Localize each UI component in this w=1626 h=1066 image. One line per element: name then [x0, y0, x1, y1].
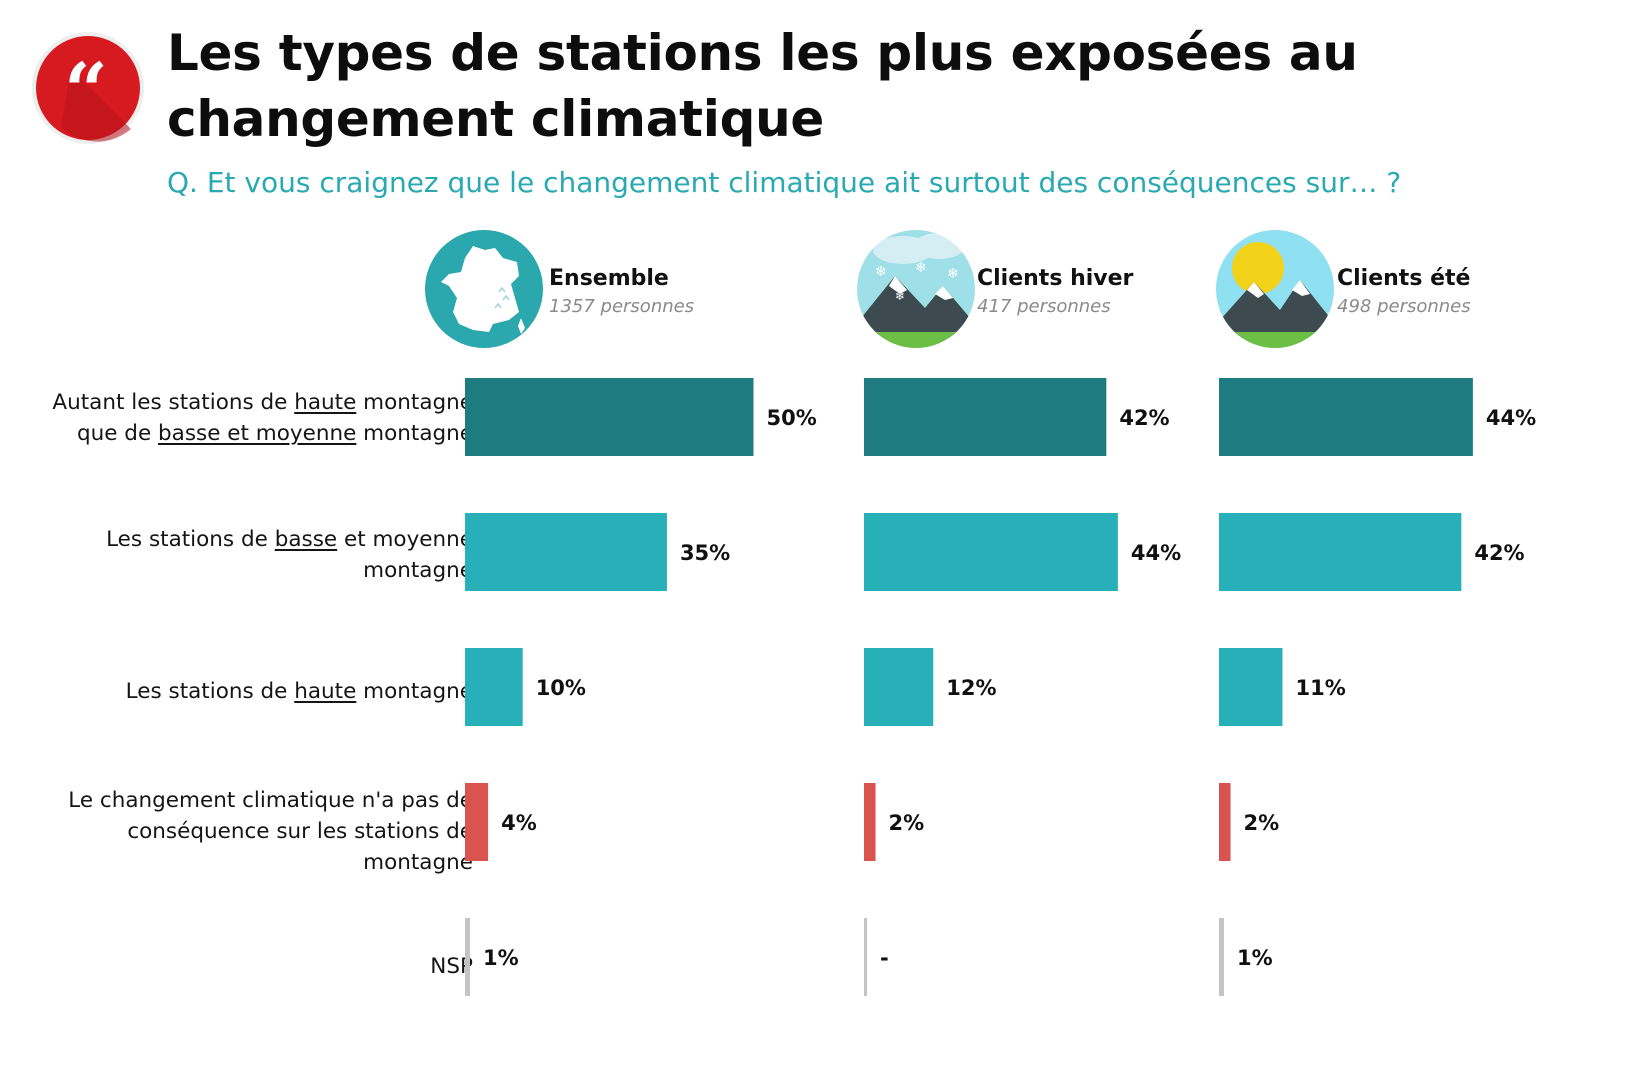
bar-clients-t--row-4 [1219, 783, 1231, 861]
value-label-clients-t--row-1: 44% [1486, 406, 1536, 430]
value-label-clients-t--row-4: 2% [1244, 811, 1280, 835]
value-label-ensemble-row-2: 35% [680, 541, 730, 565]
svg-text:“: “ [64, 46, 108, 135]
bar-ensemble-row-4 [465, 783, 489, 861]
svg-text:❄: ❄ [895, 289, 905, 303]
row-label-high: Les stations de haute montagne [125, 679, 473, 704]
bar-clients-hiver-row-4 [864, 783, 876, 861]
bar-ensemble-row-5 [465, 918, 470, 996]
row-label-no-consequence: Le changement climatique n'a pas de cons… [68, 788, 473, 875]
value-label-clients-hiver-row-5: - [880, 946, 889, 970]
bar-clients-hiver-row-5 [864, 918, 867, 996]
svg-text:❄: ❄ [875, 263, 887, 279]
winter-mountain-icon: ❄ ❄ ❄ ❄ [857, 230, 975, 348]
value-label-ensemble-row-1: 50% [767, 406, 817, 430]
value-label-clients-hiver-row-4: 2% [889, 811, 925, 835]
svg-text:❄: ❄ [947, 265, 959, 281]
group-count-clients-ete: 498 personnes [1337, 296, 1471, 317]
bar-clients-t--row-1 [1219, 378, 1473, 456]
quote-badge-icon: “ [32, 32, 144, 144]
group-count-ensemble: 1357 personnes [549, 296, 695, 317]
row-label-both: Autant les stations de haute montagne qu… [52, 390, 473, 446]
value-label-ensemble-row-3: 10% [536, 676, 586, 700]
france-map-icon [425, 230, 543, 348]
bar-clients-hiver-row-2 [864, 513, 1118, 591]
group-name-clients-ete: Clients été [1337, 266, 1471, 291]
group-name-ensemble: Ensemble [549, 266, 669, 291]
bar-clients-t--row-5 [1219, 918, 1224, 996]
group-count-clients-hiver: 417 personnes [977, 296, 1111, 317]
value-label-clients-hiver-row-2: 44% [1131, 541, 1181, 565]
bar-clients-t--row-2 [1219, 513, 1462, 591]
value-label-ensemble-row-5: 1% [483, 946, 519, 970]
value-label-ensemble-row-4: 4% [501, 811, 537, 835]
bar-ensemble-row-2 [465, 513, 667, 591]
value-label-clients-t--row-2: 42% [1474, 541, 1524, 565]
value-label-clients-t--row-5: 1% [1237, 946, 1273, 970]
bar-clients-t--row-3 [1219, 648, 1283, 726]
group-name-clients-hiver: Clients hiver [977, 266, 1134, 291]
svg-text:❄: ❄ [915, 259, 927, 275]
row-label-low-mid: Les stations de basse et moyenne montagn… [106, 527, 473, 583]
bar-clients-hiver-row-1 [864, 378, 1107, 456]
bar-clients-hiver-row-3 [864, 648, 934, 726]
question-text: Q. Et vous craignez que le changement cl… [167, 166, 1402, 199]
summer-mountain-icon [1216, 230, 1334, 348]
bar-ensemble-row-1 [465, 378, 754, 456]
value-label-clients-t--row-3: 11% [1295, 676, 1345, 700]
bar-ensemble-row-3 [465, 648, 523, 726]
page-title: Les types de stations les plus exposées … [167, 24, 1358, 148]
value-label-clients-hiver-row-1: 42% [1119, 406, 1169, 430]
value-label-clients-hiver-row-3: 12% [946, 676, 996, 700]
